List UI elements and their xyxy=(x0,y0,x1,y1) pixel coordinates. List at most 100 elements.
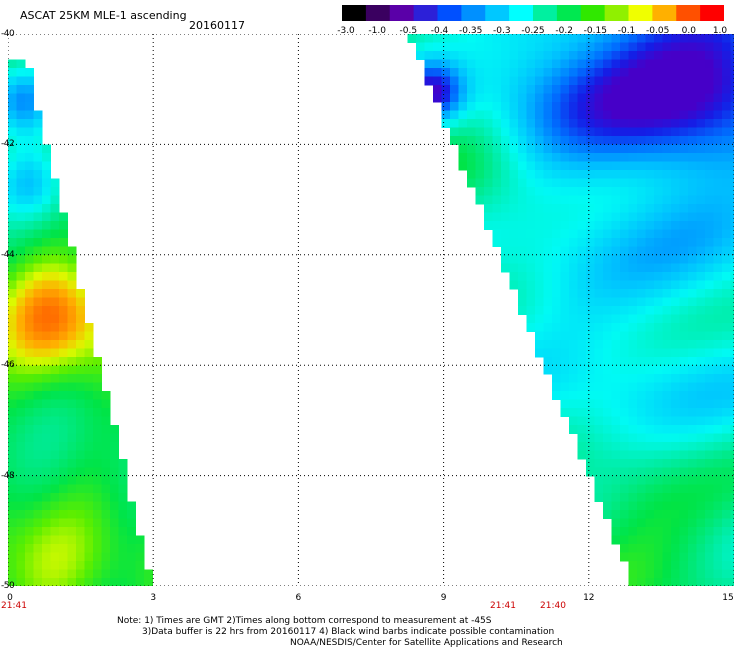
data-cell xyxy=(535,42,544,52)
data-cell xyxy=(637,85,646,94)
data-cell xyxy=(518,110,527,120)
data-cell xyxy=(705,212,714,222)
data-cell xyxy=(688,476,697,485)
data-cell xyxy=(552,127,561,137)
data-cell xyxy=(458,51,468,60)
data-cell xyxy=(713,102,723,111)
data-cell xyxy=(586,348,595,358)
data-cell xyxy=(526,314,536,324)
data-cell xyxy=(552,374,561,383)
data-cell xyxy=(492,59,502,69)
data-cell xyxy=(518,136,527,145)
data-cell xyxy=(620,467,629,477)
data-cell xyxy=(535,280,544,290)
data-cell xyxy=(713,272,723,281)
colorbar-segment xyxy=(485,5,510,21)
data-cell xyxy=(705,110,714,120)
data-cell xyxy=(620,187,629,196)
data-cell xyxy=(620,263,629,273)
data-cell xyxy=(611,119,621,128)
data-cell xyxy=(671,578,680,586)
data-cell xyxy=(671,238,680,247)
data-cell xyxy=(8,476,17,485)
data-cell xyxy=(637,340,646,349)
data-cell xyxy=(679,357,689,366)
data-cell xyxy=(577,161,587,171)
data-cell xyxy=(484,136,493,145)
data-cell xyxy=(543,153,553,162)
data-cell xyxy=(492,144,502,154)
data-cell xyxy=(552,221,561,230)
data-cell xyxy=(509,42,519,52)
data-cell xyxy=(637,399,646,409)
data-cell xyxy=(730,442,734,451)
data-cell xyxy=(620,331,629,341)
data-cell xyxy=(552,85,561,94)
data-cell xyxy=(135,544,145,553)
data-cell xyxy=(552,331,561,341)
data-cell xyxy=(628,510,638,519)
data-cell xyxy=(118,552,128,562)
data-cell xyxy=(679,204,689,213)
data-cell xyxy=(518,246,527,256)
data-cell xyxy=(501,246,510,256)
data-cell xyxy=(620,42,629,52)
data-cell xyxy=(603,255,612,264)
data-cell xyxy=(577,280,587,290)
data-cell xyxy=(603,314,612,324)
data-cell xyxy=(662,535,672,545)
data-cell xyxy=(33,153,43,162)
data-cell xyxy=(688,323,697,332)
data-cell xyxy=(662,578,672,586)
data-cell xyxy=(730,425,734,434)
data-cell xyxy=(662,51,672,60)
data-cell xyxy=(458,161,468,171)
data-cell xyxy=(628,552,638,562)
data-cell xyxy=(67,323,77,332)
data-cell xyxy=(645,459,655,468)
data-cell xyxy=(25,93,34,103)
data-cell xyxy=(730,552,734,562)
data-cell xyxy=(467,144,476,154)
data-cell xyxy=(8,484,17,494)
data-cell xyxy=(688,544,697,553)
data-cell xyxy=(518,187,527,196)
data-cell xyxy=(637,110,646,120)
data-cell xyxy=(611,263,621,273)
data-cell xyxy=(594,484,604,494)
data-cell xyxy=(696,204,706,213)
data-cell xyxy=(110,476,119,485)
data-cell xyxy=(671,204,680,213)
data-cell xyxy=(637,255,646,264)
data-cell xyxy=(722,102,731,111)
data-cell xyxy=(628,246,638,256)
data-cell xyxy=(679,365,689,375)
data-cell xyxy=(662,391,672,400)
data-cell xyxy=(671,119,680,128)
data-cell xyxy=(611,229,621,239)
data-cell xyxy=(50,544,60,553)
data-cell xyxy=(730,42,734,52)
data-cell xyxy=(33,476,43,485)
data-cell xyxy=(603,357,612,366)
data-cell xyxy=(67,510,77,519)
data-cell xyxy=(59,501,68,511)
data-cell xyxy=(50,221,60,230)
data-cell xyxy=(433,42,442,52)
data-cell xyxy=(577,187,587,196)
data-cell xyxy=(696,119,706,128)
data-cell xyxy=(76,365,85,375)
data-cell xyxy=(569,204,578,213)
data-cell xyxy=(654,119,663,128)
data-cell xyxy=(671,289,680,298)
data-cell xyxy=(722,569,731,579)
data-cell xyxy=(509,204,519,213)
data-cell xyxy=(543,187,553,196)
data-cell xyxy=(594,76,604,86)
data-cell xyxy=(713,467,723,477)
data-cell xyxy=(467,102,476,111)
data-cell xyxy=(637,272,646,281)
data-cell xyxy=(560,76,570,86)
data-cell xyxy=(42,187,51,196)
data-cell xyxy=(671,544,680,553)
